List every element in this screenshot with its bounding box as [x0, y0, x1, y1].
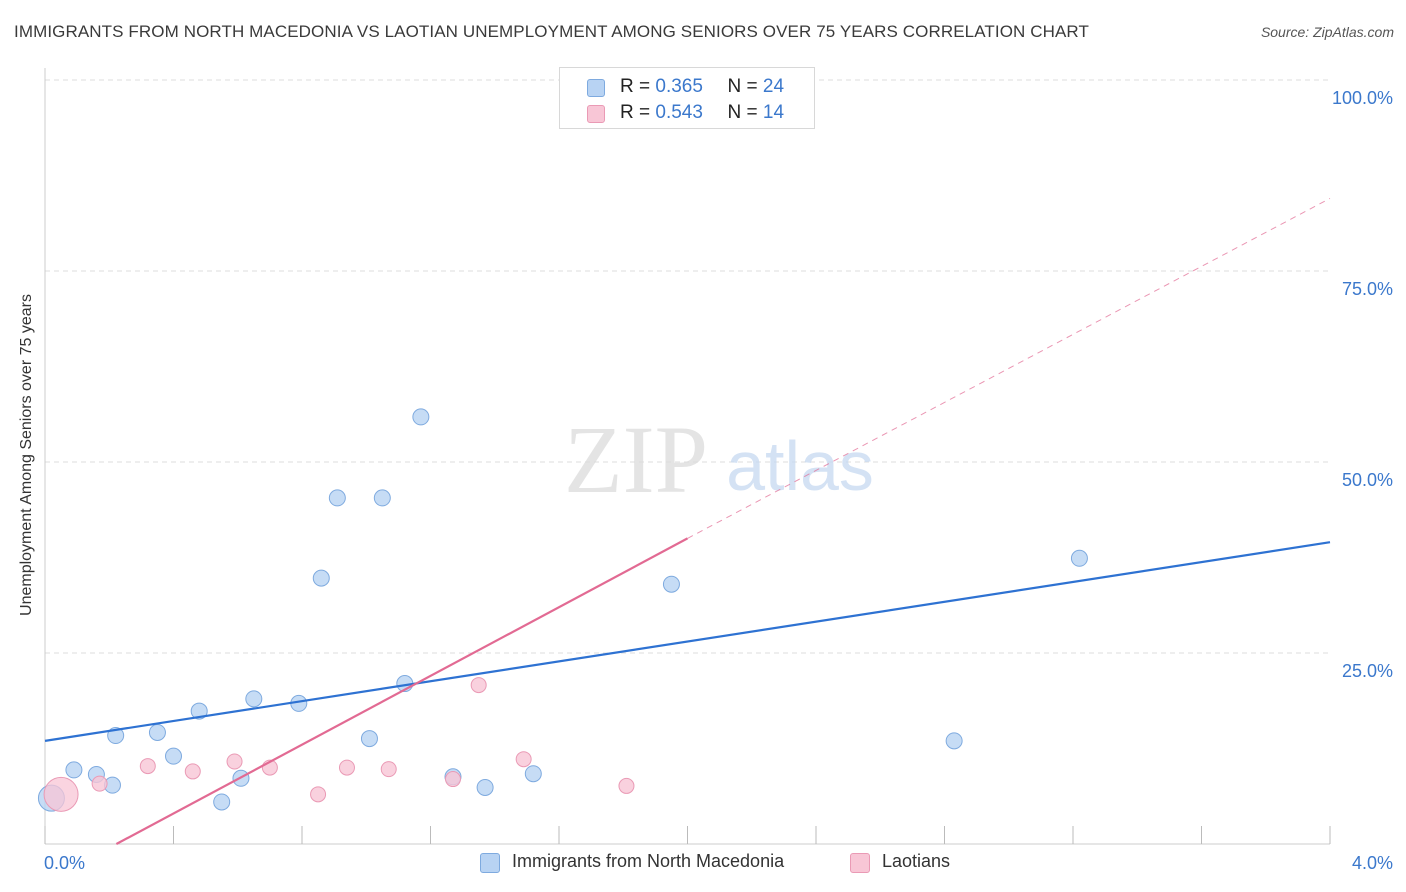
- legend-n-value: 24: [762, 76, 785, 97]
- watermark: ZIP atlas: [564, 406, 874, 513]
- y-axis-label-wrap: Unemployment Among Seniors over 75 years: [15, 60, 39, 850]
- y-tick-label: 100.0%: [1332, 88, 1393, 108]
- legend-r-value: 0.543: [655, 102, 703, 123]
- macedonia-point: [190, 702, 208, 720]
- laotians-point: [184, 763, 201, 780]
- tick-labels: 25.0% 50.0% 75.0% 100.0% 0.0% 4.0%: [44, 88, 1393, 873]
- laotians-point-large: [43, 776, 79, 812]
- chart-title: IMMIGRANTS FROM NORTH MACEDONIA VS LAOTI…: [14, 22, 1089, 41]
- y-tick-label: 25.0%: [1342, 661, 1393, 681]
- x-tick-label: 0.0%: [44, 853, 85, 873]
- points-layer: [37, 408, 1088, 812]
- legend-swatch-laotians: [850, 853, 870, 873]
- macedonia-point: [328, 489, 346, 507]
- laotians-point: [338, 759, 355, 776]
- macedonia-point: [373, 489, 391, 507]
- watermark-zip: ZIP: [564, 406, 708, 513]
- source-credit: Source: ZipAtlas.com: [1260, 24, 1394, 40]
- x-tick-label: 4.0%: [1352, 853, 1393, 873]
- legend-r-value: 0.365: [655, 76, 703, 97]
- y-tick-label: 50.0%: [1342, 470, 1393, 490]
- macedonia-point: [148, 723, 166, 741]
- legend-n-label: N =: [727, 76, 758, 97]
- laotians-point: [618, 777, 635, 794]
- macedonia-point: [65, 761, 83, 779]
- laotians-trend-extension: [687, 197, 1331, 539]
- macedonia-point: [245, 690, 263, 708]
- y-axis-label: Unemployment Among Seniors over 75 years: [18, 294, 35, 616]
- macedonia-point: [213, 793, 231, 811]
- y-tick-label: 75.0%: [1342, 279, 1393, 299]
- grid-layer: [45, 79, 1330, 654]
- laotians-point: [380, 761, 397, 778]
- legend-r-label: R =: [620, 76, 651, 97]
- laotians-point: [226, 753, 243, 770]
- macedonia-point: [945, 732, 963, 750]
- macedonia-trend-line: [44, 541, 1331, 742]
- legend-n-label: N =: [727, 102, 758, 123]
- legend-swatch-macedonia: [587, 79, 605, 97]
- trend-layer: [44, 197, 1331, 845]
- laotians-point: [139, 758, 156, 775]
- laotians-point: [444, 771, 461, 788]
- laotians-point: [470, 677, 487, 694]
- legend-label-laotians: Laotians: [882, 851, 951, 871]
- laotians-trend-line: [115, 537, 689, 845]
- macedonia-point: [165, 747, 182, 765]
- legend-swatch-laotians: [587, 105, 605, 123]
- correlation-legend: R = 0.365 N = 24 R = 0.543 N = 14: [559, 67, 815, 129]
- macedonia-point: [360, 730, 378, 748]
- watermark-atlas: atlas: [726, 427, 874, 505]
- macedonia-point: [524, 765, 542, 783]
- legend-swatch-macedonia: [480, 853, 500, 873]
- legend-label-macedonia: Immigrants from North Macedonia: [512, 851, 785, 871]
- macedonia-point: [312, 569, 330, 587]
- macedonia-point: [662, 575, 680, 593]
- macedonia-point: [1070, 549, 1088, 567]
- legend-n-value: 14: [762, 102, 785, 123]
- legend-r-label: R =: [620, 102, 651, 123]
- laotians-point: [515, 751, 532, 768]
- macedonia-point: [476, 778, 494, 796]
- macedonia-point: [412, 408, 430, 426]
- laotians-point: [91, 775, 108, 792]
- axes-layer: [44, 68, 1331, 845]
- laotians-point: [310, 786, 327, 803]
